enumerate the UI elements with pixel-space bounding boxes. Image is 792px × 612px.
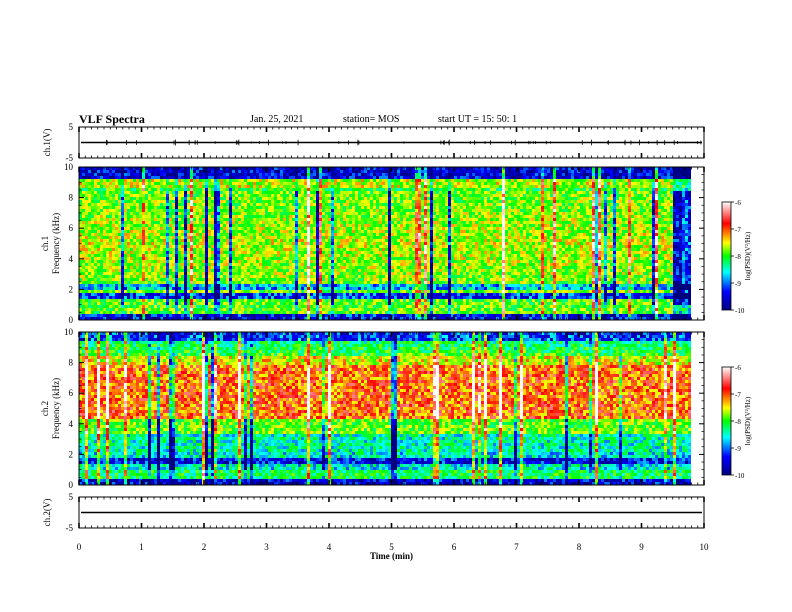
spectrogram-cells bbox=[79, 332, 691, 485]
x-tick-label: 2 bbox=[202, 542, 207, 552]
y-axis-label-line: Frequency (kHz) bbox=[51, 213, 61, 274]
y-tick-label: 10 bbox=[64, 327, 74, 337]
y-tick-label: 8 bbox=[69, 193, 74, 203]
y-tick-label: 4 bbox=[69, 419, 74, 429]
x-tick-label: 6 bbox=[452, 542, 457, 552]
y-tick-label: 2 bbox=[69, 449, 74, 459]
colorbar-tick-label: -10 bbox=[735, 307, 745, 315]
station-label: station= MOS bbox=[343, 114, 399, 125]
x-tick-label: 3 bbox=[264, 542, 269, 552]
figure-title: VLF Spectra bbox=[79, 112, 145, 127]
x-tick-label: 7 bbox=[514, 542, 519, 552]
y-tick-label: 5 bbox=[69, 492, 74, 502]
start-time-label: start UT = 15: 50: 1 bbox=[438, 114, 517, 125]
colorbar-tick-label: -7 bbox=[735, 391, 741, 399]
x-tick-label: 4 bbox=[327, 542, 332, 552]
x-tick-label: 8 bbox=[577, 542, 582, 552]
colorbar-tick-label: -8 bbox=[735, 253, 741, 261]
y-axis-label-line: ch.2 bbox=[40, 401, 50, 416]
y-tick-label: -5 bbox=[66, 523, 74, 533]
y-tick-label: 0 bbox=[69, 480, 74, 490]
y-axis-label-line: ch.1(V) bbox=[42, 129, 52, 157]
colorbar-tick-label: -6 bbox=[735, 364, 741, 372]
y-tick-label: 8 bbox=[69, 358, 74, 368]
y-tick-label: -5 bbox=[66, 153, 74, 163]
y-tick-label: 4 bbox=[69, 254, 74, 264]
y-tick-label: 2 bbox=[69, 284, 74, 294]
x-tick-label: 10 bbox=[700, 542, 710, 552]
y-axis-label-line: Frequency (kHz) bbox=[51, 378, 61, 439]
y-axis-label-line: ch.1 bbox=[40, 236, 50, 251]
y-axis-label: ch.2Frequency (kHz) bbox=[40, 378, 61, 439]
y-tick-label: 5 bbox=[69, 122, 74, 132]
y-tick-label: 10 bbox=[64, 162, 74, 172]
colorbar bbox=[721, 201, 732, 311]
x-tick-label: 1 bbox=[139, 542, 144, 552]
colorbar-label: log(PSD)(V²/Hz) bbox=[744, 231, 752, 280]
spectrogram-layer bbox=[79, 167, 691, 485]
y-tick-label: 6 bbox=[69, 223, 74, 233]
x-tick-label: 5 bbox=[389, 542, 394, 552]
y-axis-label-line: ch.2(V) bbox=[42, 499, 52, 527]
colorbar-tick-label: -9 bbox=[735, 280, 741, 288]
colorbar-layer: -6 -7 -8 -9 -10 log(PSD)(V²/Hz) -6 -7 -8 -9 -10 log… bbox=[721, 199, 752, 480]
y-axis-label: ch.1Frequency (kHz) bbox=[40, 213, 61, 274]
x-tick-label: 9 bbox=[639, 542, 644, 552]
colorbar-tick-label: -6 bbox=[735, 199, 741, 207]
colorbar-tick-label: -8 bbox=[735, 418, 741, 426]
waveform-layer bbox=[81, 139, 702, 514]
colorbar-tick-label: -7 bbox=[735, 226, 741, 234]
spectrogram-cells bbox=[79, 167, 691, 320]
colorbar bbox=[721, 366, 732, 476]
colorbar-tick-label: -9 bbox=[735, 445, 741, 453]
colorbar-tick-label: -10 bbox=[735, 472, 745, 480]
y-tick-label: 6 bbox=[69, 388, 74, 398]
y-tick-label: 0 bbox=[69, 315, 74, 325]
colorbar-label: log(PSD)(V²/Hz) bbox=[744, 396, 752, 445]
y-axis-label: ch.1(V) bbox=[42, 129, 52, 157]
y-axis-label: ch.2(V) bbox=[42, 499, 52, 527]
x-tick-label: 0 bbox=[77, 542, 82, 552]
date-label: Jan. 25, 2021 bbox=[250, 114, 303, 125]
x-axis-label: Time (min) bbox=[370, 551, 413, 561]
